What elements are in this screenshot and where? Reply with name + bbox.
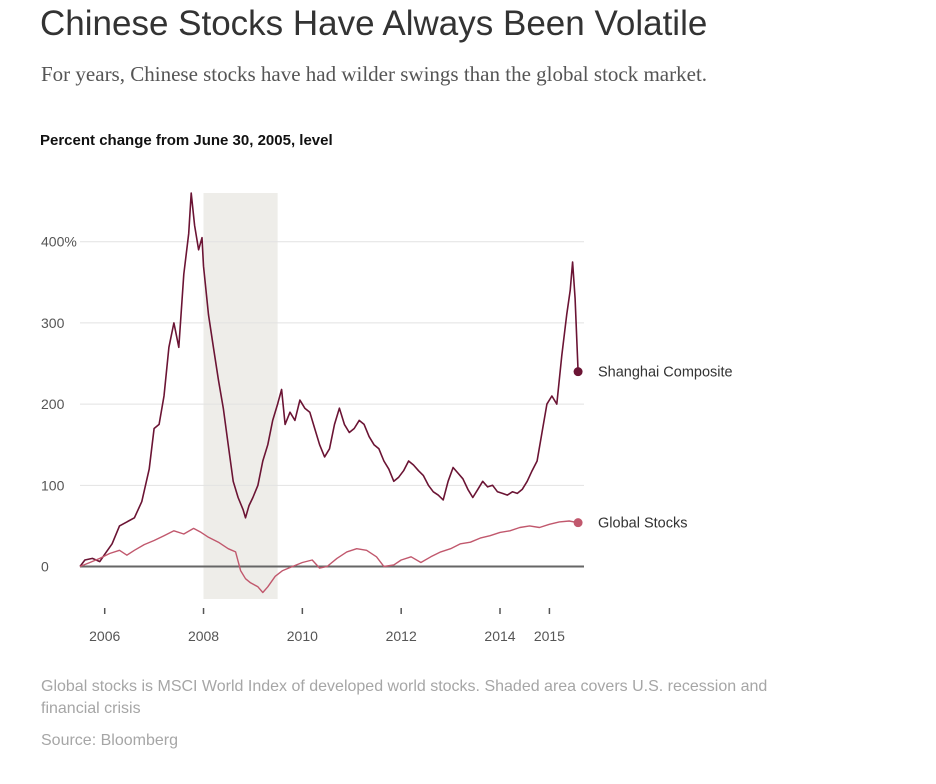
series-line-shanghai-composite	[79, 192, 579, 567]
x-tick-label: 2006	[89, 628, 120, 644]
shaded-recession-layer	[203, 193, 278, 599]
x-tick-label: 2010	[287, 628, 318, 644]
shaded-recession-area	[203, 193, 278, 599]
y-axis-ticks: 0 100 200 300 400%	[41, 234, 77, 575]
gridlines	[80, 241, 584, 568]
y-tick-label: 300	[41, 315, 65, 331]
x-tick-label: 2008	[188, 628, 219, 644]
series-end-marker-shanghai-composite	[573, 367, 583, 377]
y-tick-label: 100	[41, 477, 65, 493]
source-note: Source: Bloomberg	[41, 732, 178, 749]
x-tick-label: 2015	[534, 628, 565, 644]
series-labels: Shanghai Composite Global Stocks	[598, 365, 733, 532]
y-axis-label: Percent change from June 30, 2005, level	[40, 132, 333, 149]
y-tick-label: 400%	[41, 234, 77, 250]
x-tick-label: 2012	[386, 628, 417, 644]
footnote: Global stocks is MSCI World Index of dev…	[41, 678, 768, 717]
x-tick-label: 2014	[484, 628, 515, 644]
series-line-global-stocks	[79, 520, 579, 594]
x-axis-ticks: 2006 2008 2010 2012 2014 2015	[89, 608, 565, 644]
y-tick-label: 200	[41, 396, 65, 412]
y-tick-label: 0	[41, 559, 49, 575]
series-label-global-stocks: Global Stocks	[598, 516, 687, 532]
series-lines	[79, 192, 583, 594]
series-end-marker-global-stocks	[573, 518, 583, 528]
chart-subtitle: For years, Chinese stocks have had wilde…	[41, 62, 708, 86]
chart-title: Chinese Stocks Have Always Been Volatile	[40, 4, 708, 43]
series-label-shanghai-composite: Shanghai Composite	[598, 365, 733, 381]
